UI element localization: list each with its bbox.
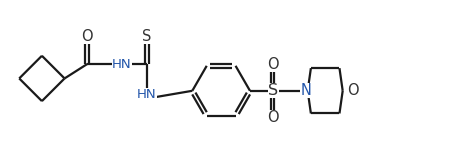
Text: O: O: [267, 57, 278, 71]
Text: S: S: [142, 29, 152, 44]
Text: HN: HN: [112, 57, 132, 71]
Text: S: S: [268, 83, 278, 98]
Text: O: O: [267, 110, 278, 125]
Text: O: O: [81, 29, 93, 44]
Text: N: N: [300, 83, 311, 98]
Text: HN: HN: [137, 88, 157, 101]
Text: O: O: [347, 83, 359, 98]
